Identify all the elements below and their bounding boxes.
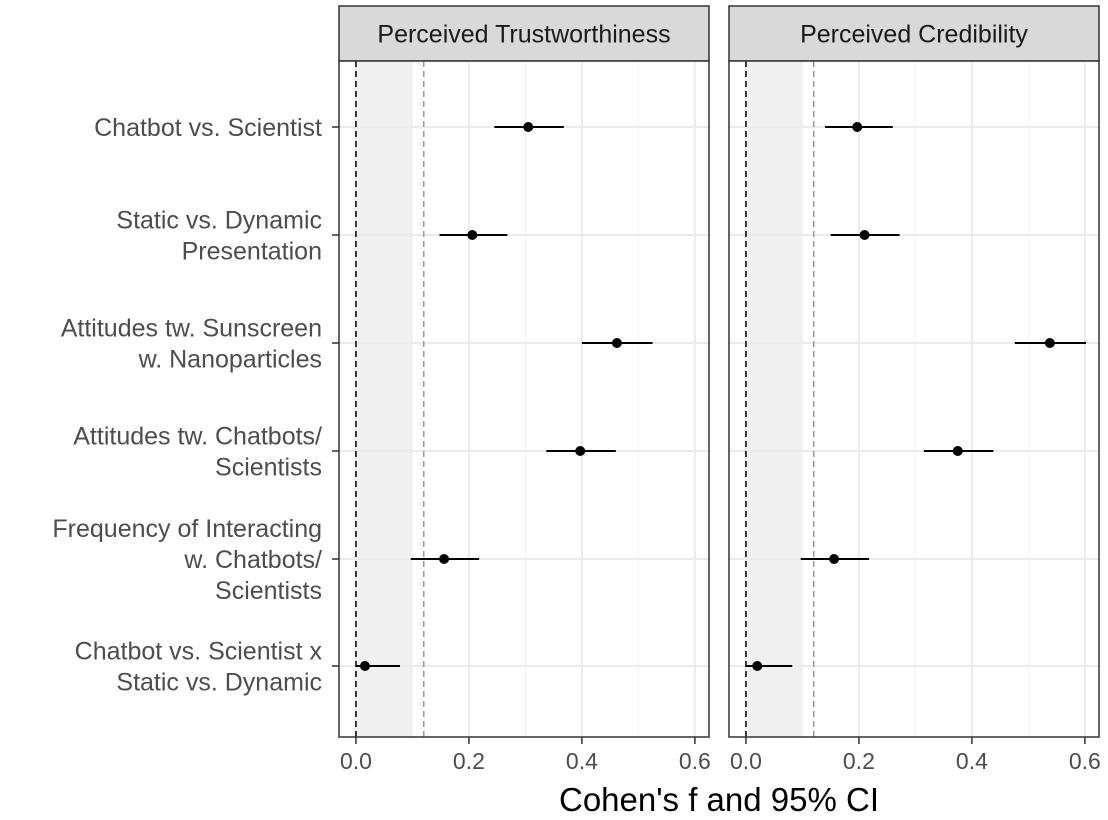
category-label-attitudes-chatbots: Attitudes tw. Chatbots/ (73, 423, 322, 451)
category-label-attitudes-sunscreen: w. Nanoparticles (138, 346, 322, 374)
category-label-chatbot-vs-scientist: Chatbot vs. Scientist (94, 114, 322, 142)
category-label-frequency-interacting: Frequency of Interacting (52, 515, 322, 543)
facet-strip (338, 5, 710, 62)
effect-size-point (439, 554, 450, 564)
effect-size-point (1044, 338, 1055, 348)
category-label-static-vs-dynamic: Static vs. Dynamic (116, 207, 322, 235)
negligible-effect-region (745, 61, 803, 737)
effect-size-point (523, 122, 534, 132)
facet-title: Perceived Trustworthiness (377, 21, 670, 49)
effect-size-point (829, 554, 840, 564)
x-tick-label: 0.4 (956, 748, 988, 774)
effect-size-point (859, 230, 870, 240)
effect-size-point (467, 230, 478, 240)
category-label-interaction: Static vs. Dynamic (116, 669, 322, 697)
category-label-attitudes-chatbots: Scientists (215, 454, 322, 482)
category-label-frequency-interacting: w. Chatbots/ (183, 546, 322, 574)
effect-size-point (852, 122, 863, 132)
facet-title: Perceived Credibility (800, 21, 1028, 49)
x-tick-label: 0.0 (340, 748, 372, 774)
x-tick-label: 0.6 (679, 748, 711, 774)
x-tick-label: 0.4 (566, 748, 598, 774)
x-axis-title: Cohen's f and 95% CI (559, 781, 879, 818)
x-tick-label: 0.0 (730, 748, 762, 774)
effect-size-point (575, 446, 586, 456)
effect-size-point (752, 661, 763, 671)
facet-strip (728, 5, 1100, 62)
panel-border (338, 60, 710, 738)
x-tick-label: 0.6 (1069, 748, 1101, 774)
category-label-frequency-interacting: Scientists (215, 577, 322, 605)
category-label-static-vs-dynamic: Presentation (182, 238, 322, 266)
effect-size-point (952, 446, 963, 456)
effect-size-point (359, 661, 370, 671)
category-label-interaction: Chatbot vs. Scientist x (75, 638, 323, 666)
category-label-attitudes-sunscreen: Attitudes tw. Sunscreen (61, 315, 322, 343)
x-tick-label: 0.2 (453, 748, 485, 774)
negligible-effect-region (355, 61, 413, 737)
panel-border (728, 60, 1100, 738)
effect-size-point (611, 338, 622, 348)
x-tick-label: 0.2 (843, 748, 875, 774)
